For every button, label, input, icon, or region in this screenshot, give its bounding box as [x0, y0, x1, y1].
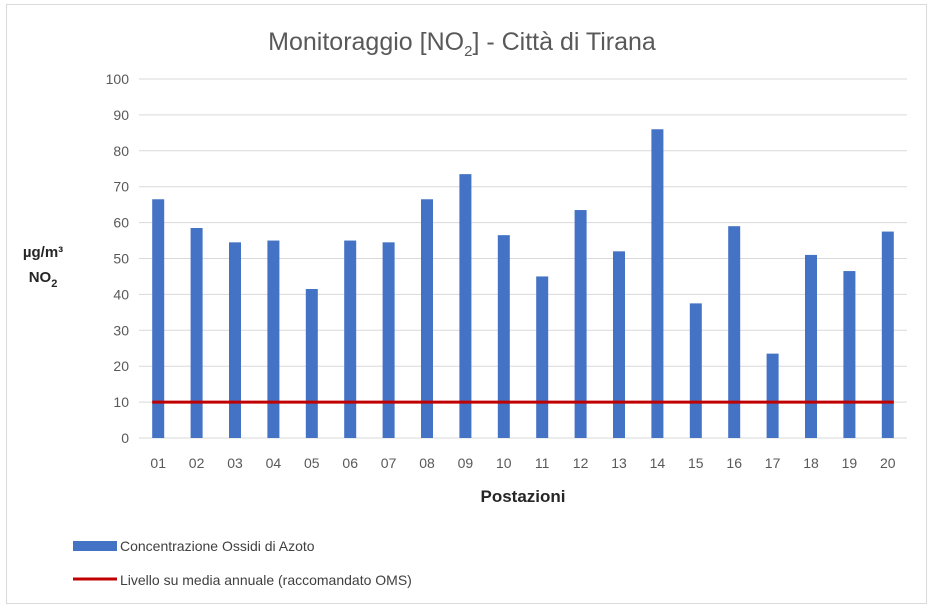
- y-tick-label: 90: [113, 107, 129, 123]
- x-tick-label: 05: [304, 455, 320, 471]
- bar-12: [574, 210, 587, 438]
- bar-15: [689, 303, 702, 438]
- x-tick-label: 19: [842, 455, 858, 471]
- legend-bar-swatch: [73, 541, 117, 551]
- y-tick-label: 70: [113, 179, 129, 195]
- y-tick-label: 0: [121, 430, 129, 446]
- bar-07: [382, 242, 395, 438]
- bar-04: [267, 240, 280, 438]
- x-tick-label: 07: [381, 455, 397, 471]
- x-tick-label: 15: [688, 455, 704, 471]
- x-axis-label: Postazioni: [480, 487, 565, 506]
- x-tick-label: 10: [496, 455, 512, 471]
- x-tick-label: 18: [803, 455, 819, 471]
- bar-19: [843, 271, 856, 438]
- bar-10: [497, 235, 510, 438]
- y-tick-label: 20: [113, 358, 129, 374]
- x-tick-label: 04: [266, 455, 282, 471]
- bar-14: [651, 129, 664, 438]
- x-axis-ticks: 01 02 03 04 05 06 07 08 09 10 11 12 13 14 15 16 17 18 19 20: [150, 455, 895, 471]
- x-tick-label: 03: [227, 455, 243, 471]
- x-tick-label: 17: [765, 455, 781, 471]
- bars-series: [152, 129, 894, 438]
- y-tick-label: 60: [113, 215, 129, 231]
- bar-02: [190, 227, 203, 438]
- y-tick-label: 100: [106, 71, 130, 87]
- bar-20: [881, 231, 894, 438]
- bar-17: [766, 353, 779, 438]
- x-tick-label: 11: [535, 455, 550, 471]
- chart-frame: Monitoraggio [NO2] - Città di Tirana 0 10…: [6, 4, 927, 604]
- y-tick-label: 10: [113, 394, 129, 410]
- x-tick-label: 01: [150, 455, 166, 471]
- x-tick-label: 12: [573, 455, 589, 471]
- y-tick-label: 40: [113, 286, 129, 302]
- bar-18: [805, 254, 817, 438]
- chart-title: Monitoraggio [NO2] - Città di Tirana: [268, 28, 656, 60]
- x-tick-label: 20: [880, 455, 896, 471]
- bar-03: [229, 242, 241, 438]
- legend: Concentrazione Ossidi di Azoto Livello s…: [73, 538, 412, 588]
- x-tick-label: 08: [419, 455, 435, 471]
- bar-01: [152, 199, 165, 438]
- y-tick-label: 80: [113, 143, 129, 159]
- legend-bar-label: Concentrazione Ossidi di Azoto: [120, 538, 315, 554]
- y-axis-label-pollutant: NO2: [29, 269, 58, 290]
- x-tick-label: 14: [650, 455, 666, 471]
- y-axis-ticks: 0 10 20 30 40 50 60 70 80 90 100: [106, 71, 130, 446]
- x-tick-label: 02: [189, 455, 205, 471]
- x-tick-label: 16: [726, 455, 742, 471]
- x-tick-label: 09: [458, 455, 474, 471]
- bar-05: [305, 289, 318, 438]
- gridlines: [139, 78, 907, 439]
- bar-08: [421, 199, 433, 438]
- bar-11: [536, 276, 549, 438]
- y-tick-label: 50: [113, 251, 129, 267]
- y-axis-label-unit: µg/m³: [23, 244, 63, 261]
- y-tick-label: 30: [113, 322, 129, 338]
- no2-bar-chart: Monitoraggio [NO2] - Città di Tirana 010…: [23, 28, 907, 588]
- x-tick-label: 06: [342, 455, 358, 471]
- x-tick-label: 13: [611, 455, 627, 471]
- bar-13: [613, 251, 625, 438]
- bar-16: [728, 226, 741, 438]
- legend-line-label: Livello su media annuale (raccomandato O…: [120, 572, 412, 588]
- bar-09: [459, 174, 472, 438]
- bar-06: [344, 240, 357, 438]
